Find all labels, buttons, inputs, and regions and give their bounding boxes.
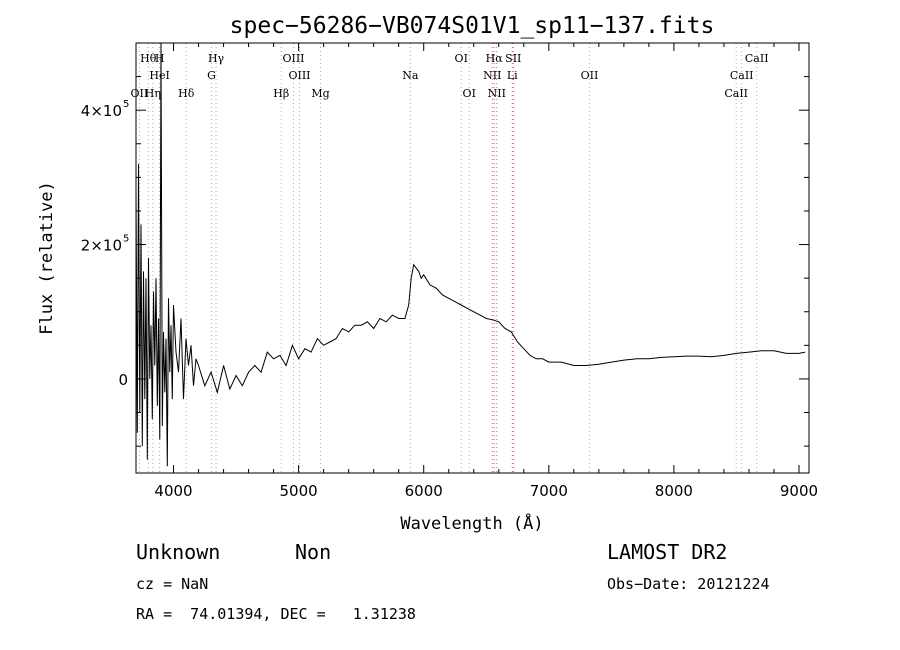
x-axis-label: Wavelength (Å)	[400, 512, 543, 534]
x-tick-label: 5000	[280, 482, 318, 500]
line-label: Li	[507, 69, 518, 82]
x-tick-label: 4000	[154, 482, 192, 500]
y-axis-ticks: 02×10 54×10 5	[81, 42, 809, 447]
x-tick-label: 9000	[780, 482, 818, 500]
redshift-label: cz = NaN	[136, 575, 209, 593]
line-label: CaII	[745, 52, 769, 65]
y-tick-exponent: 5	[123, 99, 129, 110]
y-tick-label: 4×10	[81, 102, 122, 120]
spectrum-line	[135, 42, 806, 467]
line-label: OI	[463, 87, 476, 100]
line-label: NII	[488, 87, 506, 100]
line-label: Hγ	[208, 52, 225, 65]
line-label: SII	[505, 52, 521, 65]
y-tick-label: 2×10	[81, 237, 122, 255]
line-label: HeI	[149, 69, 169, 82]
spectral-line-markers	[138, 43, 758, 473]
line-label: CaII	[730, 69, 754, 82]
line-label: OIII	[282, 52, 304, 65]
line-label: Hθ	[140, 52, 157, 65]
survey-label: LAMOST DR2	[607, 540, 728, 564]
line-label: Mg	[311, 87, 329, 100]
line-label: Hδ	[178, 87, 195, 100]
line-label: NII	[483, 69, 501, 82]
line-label: Hβ	[273, 87, 289, 100]
obs-date-label: Obs−Date: 20121224	[607, 575, 770, 593]
line-label: OIII	[288, 69, 310, 82]
y-axis-label: Flux (relative)	[37, 181, 57, 335]
x-axis-ticks: 4000 5000 6000 7000 8000 9000	[154, 43, 818, 500]
coordinates-label: RA = 74.01394, DEC = 1.31238	[136, 605, 416, 623]
line-label: Hα	[486, 52, 504, 65]
line-label: Hη	[145, 87, 161, 100]
y-tick-label: 0	[118, 371, 128, 389]
line-label: OII	[581, 69, 599, 82]
line-label: Na	[402, 69, 419, 82]
line-label: OII	[131, 87, 149, 100]
subclass-label: Non	[295, 540, 332, 564]
line-label: CaII	[724, 87, 748, 100]
y-tick-exponent: 5	[123, 234, 129, 245]
class-label: Unknown	[136, 540, 221, 564]
x-tick-label: 8000	[655, 482, 693, 500]
line-label: G	[207, 69, 216, 82]
x-tick-label: 6000	[405, 482, 443, 500]
line-label: H	[155, 52, 165, 65]
chart-title: spec−56286−VB074S01V1_sp11−137.fits	[230, 13, 715, 39]
plot-frame	[135, 42, 810, 474]
x-tick-label: 7000	[530, 482, 568, 500]
line-label: OI	[455, 52, 468, 65]
